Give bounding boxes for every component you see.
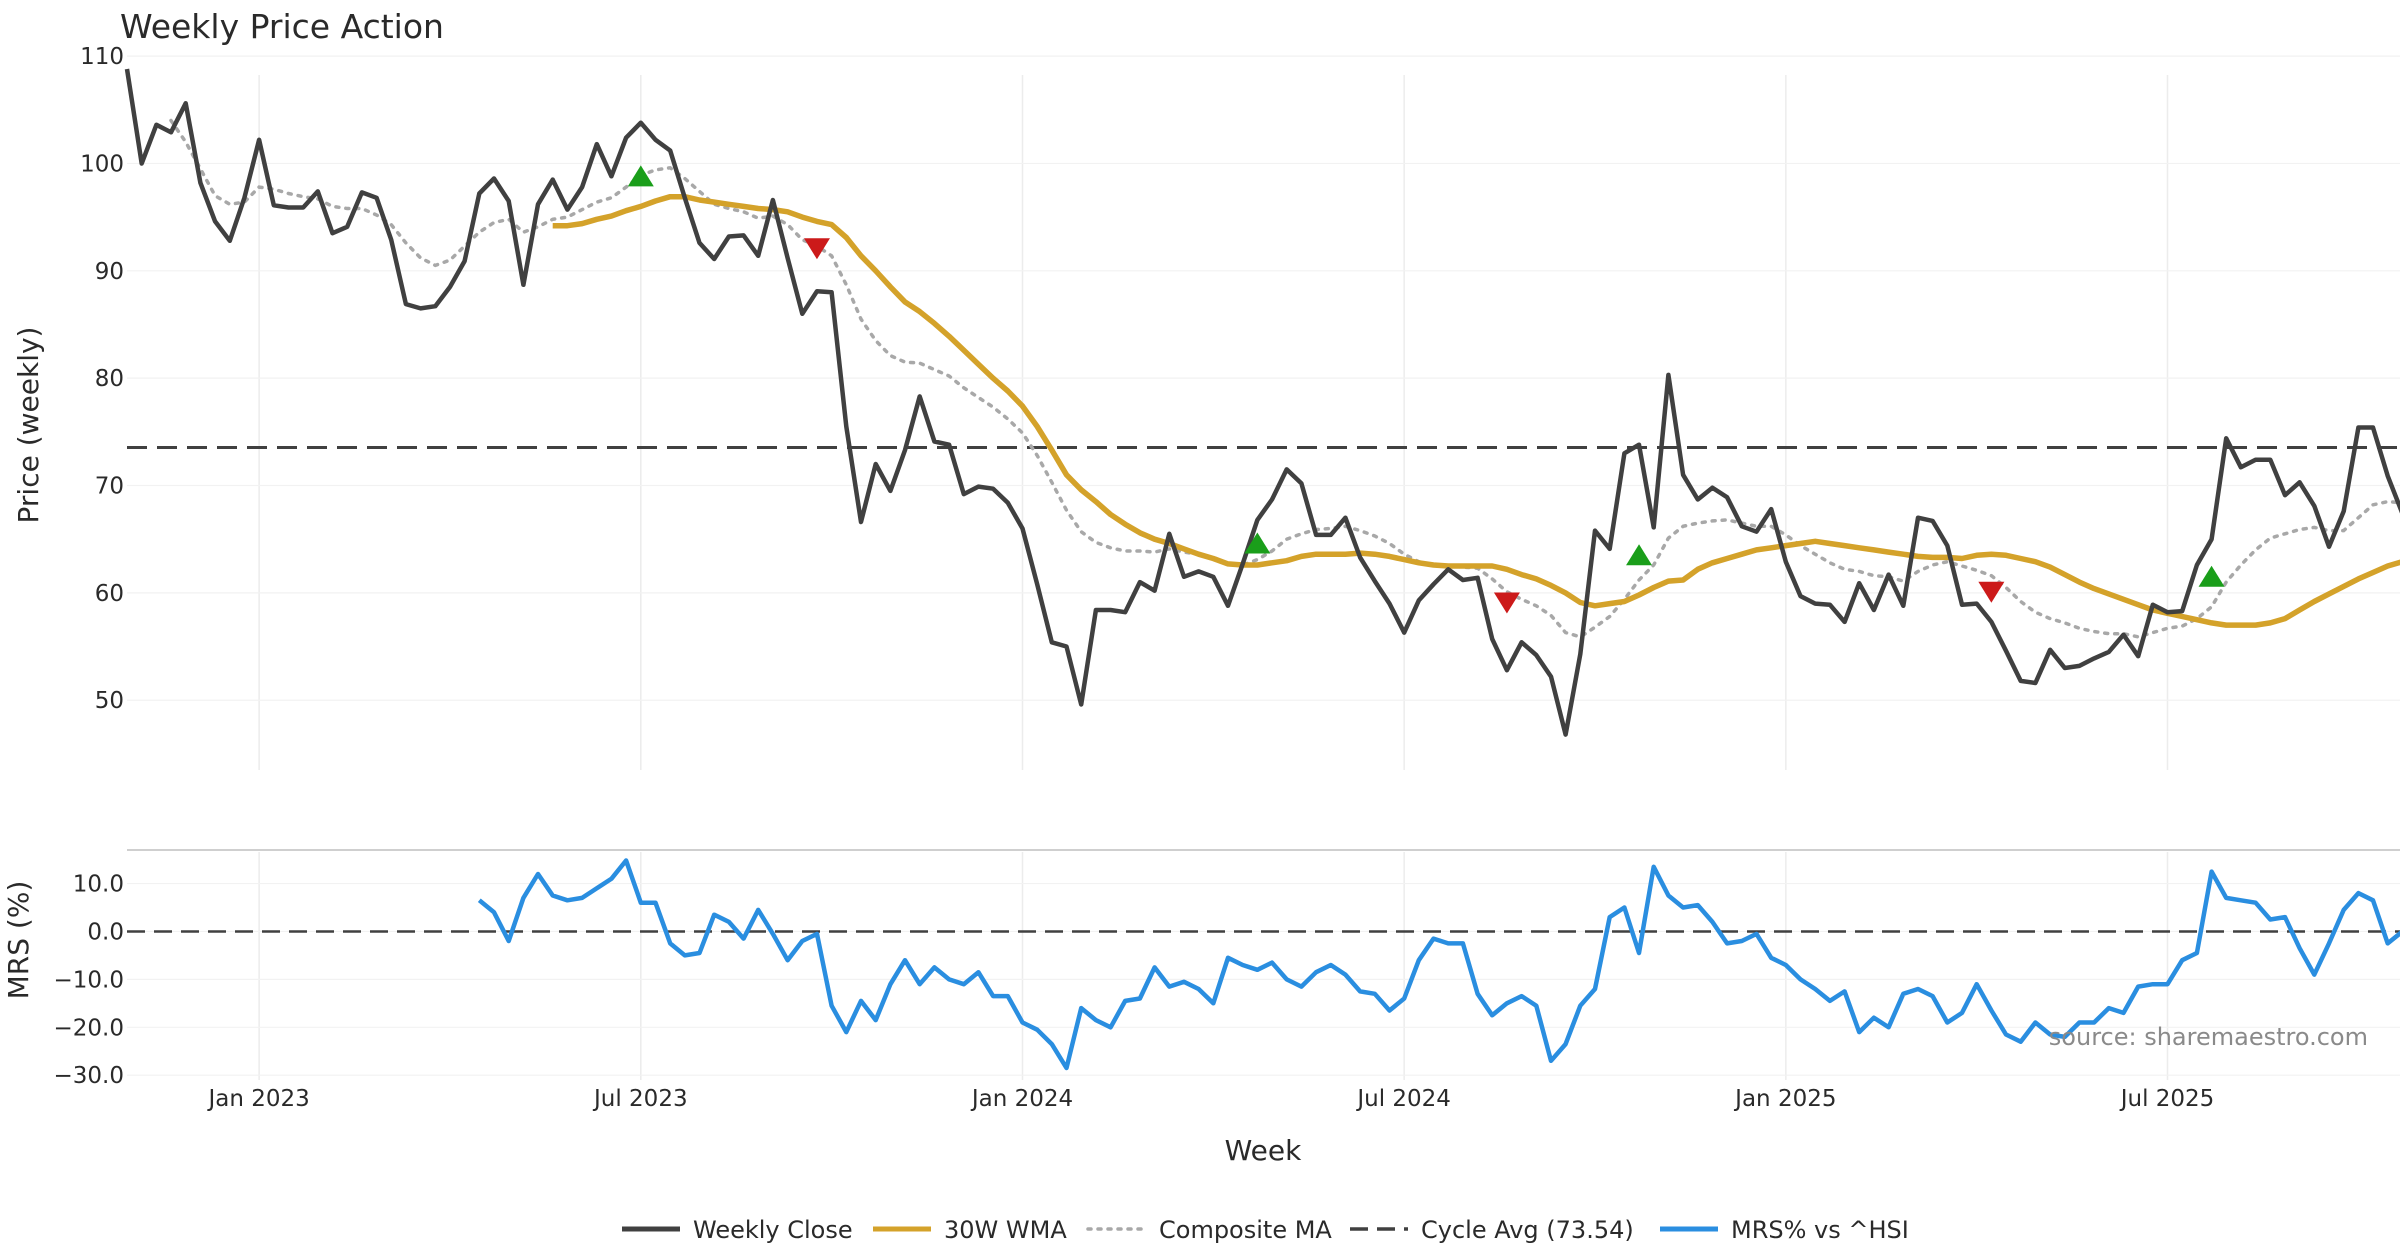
price-y-tick-label: 60 xyxy=(95,581,124,607)
source-note: source: sharemaestro.com xyxy=(2049,1023,2368,1051)
mrs-y-ticks: 10.0 0.0 −10.0 −20.0 −30.0 xyxy=(54,872,124,1090)
price-y-tick-label: 70 xyxy=(95,474,124,500)
x-tick-label: Jul 2023 xyxy=(592,1086,688,1112)
price-y-tick-label: 50 xyxy=(95,688,124,714)
wma-30w-line xyxy=(552,193,2400,628)
price-y-tick-label: 90 xyxy=(95,259,124,285)
legend-label: 30W WMA xyxy=(944,1216,1067,1244)
price-series xyxy=(124,68,2400,737)
mrs-y-tick-label: 0.0 xyxy=(87,919,124,945)
x-tick-label: Jul 2025 xyxy=(2119,1086,2215,1112)
buy-signal-marker xyxy=(1244,532,1271,554)
price-y-ticks: 50 60 70 80 90 100 110 xyxy=(80,44,124,714)
legend-label: MRS% vs ^HSI xyxy=(1731,1216,1909,1244)
price-y-axis-label: Price (weekly) xyxy=(12,327,45,524)
x-tick-label: Jul 2024 xyxy=(1355,1086,1451,1112)
sell-signal-marker xyxy=(1493,592,1520,614)
mrs-series xyxy=(127,858,2400,1071)
buy-signal-marker xyxy=(627,165,654,187)
sell-signal-marker xyxy=(1978,581,2005,603)
mrs-line xyxy=(477,858,2400,1071)
x-tick-label: Jan 2025 xyxy=(1733,1086,1836,1112)
x-tick-label: Jan 2023 xyxy=(206,1086,309,1112)
legend-label: Composite MA xyxy=(1159,1216,1332,1244)
price-y-tick-label: 110 xyxy=(80,44,124,70)
legend-label: Cycle Avg (73.54) xyxy=(1421,1216,1634,1244)
signal-markers xyxy=(627,165,2225,614)
buy-signal-marker xyxy=(2198,565,2225,587)
price-grid xyxy=(127,55,2400,770)
price-y-tick-label: 100 xyxy=(80,151,124,177)
mrs-y-axis-label: MRS (%) xyxy=(2,881,35,1000)
mrs-y-tick-label: −20.0 xyxy=(54,1015,124,1041)
price-y-tick-label: 80 xyxy=(95,366,124,392)
weekly-close-line xyxy=(124,68,2400,737)
composite-ma-line xyxy=(169,118,2400,639)
legend-label: Weekly Close xyxy=(693,1216,853,1244)
x-axis-ticks: Jan 2023 Jul 2023 Jan 2024 Jul 2024 Jan 2025… xyxy=(206,1086,2214,1112)
x-tick-label: Jan 2024 xyxy=(970,1086,1073,1112)
mrs-y-tick-label: 10.0 xyxy=(73,872,124,898)
x-axis-label: Week xyxy=(1225,1134,1302,1167)
sell-signal-marker xyxy=(803,238,830,260)
mrs-y-tick-label: −30.0 xyxy=(54,1063,124,1089)
chart-title: Weekly Price Action xyxy=(120,7,444,46)
legend: Weekly Close 30W WMA Composite MA Cycle Avg… xyxy=(622,1216,1909,1244)
mrs-y-tick-label: −10.0 xyxy=(54,967,124,993)
buy-signal-marker xyxy=(1626,544,1653,566)
